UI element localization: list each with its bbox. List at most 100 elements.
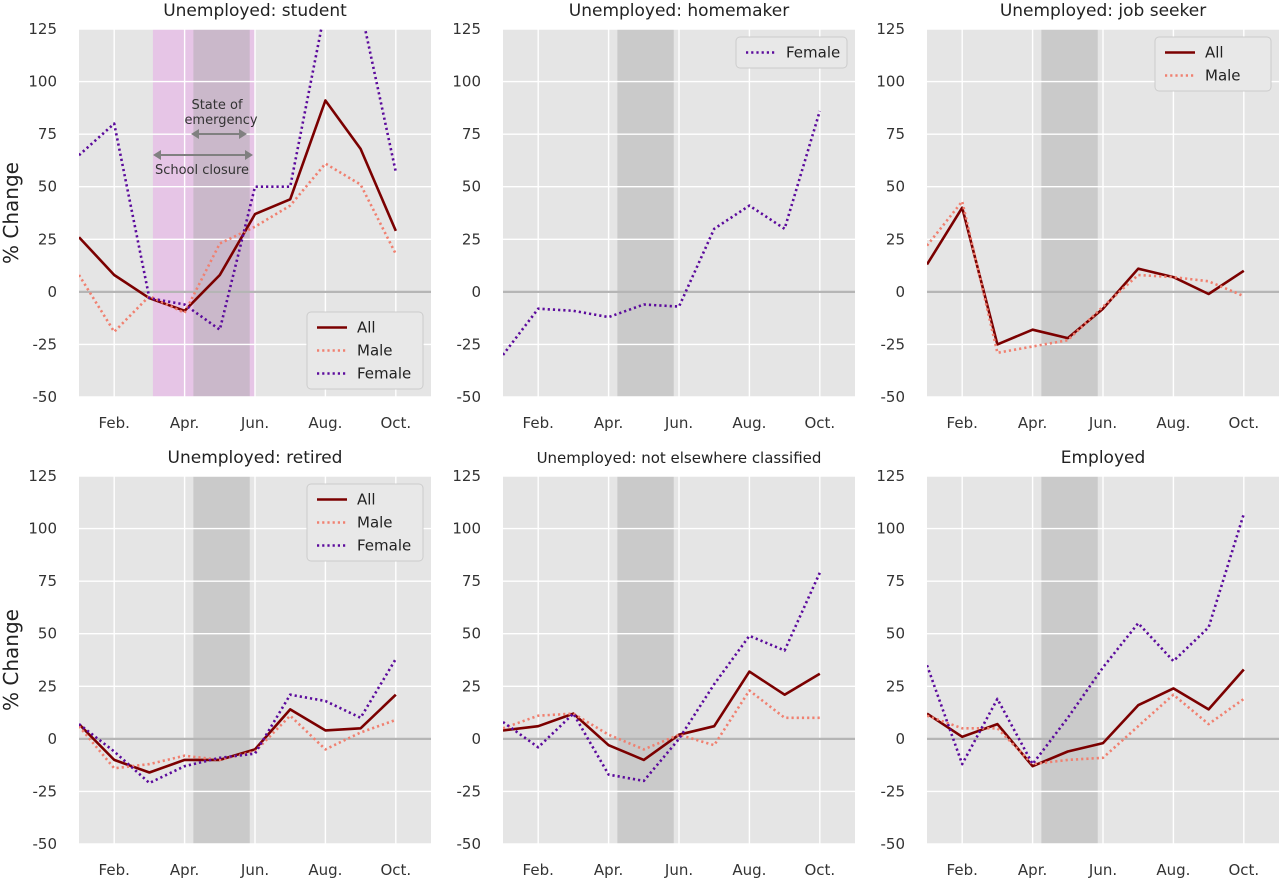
panel-title: Unemployed: not elsewhere classified — [537, 449, 822, 467]
x-tick-label: Jun. — [664, 414, 693, 432]
annotation-school-closure: School closure — [155, 163, 249, 178]
y-tick-label: 50 — [886, 625, 905, 643]
state-of-emergency-shade — [617, 29, 674, 397]
x-tick-label: Jun. — [240, 414, 269, 432]
y-tick-label: -50 — [881, 835, 906, 853]
legend-label-male: Male — [357, 342, 393, 360]
legend: Female — [735, 36, 848, 69]
x-tick-label: Feb. — [99, 861, 130, 879]
x-tick-label: Aug. — [308, 414, 342, 432]
y-tick-label: 0 — [47, 283, 57, 301]
y-tick-label: 0 — [471, 730, 481, 748]
legend: All Male Female — [306, 483, 424, 562]
series-layer — [927, 200, 1245, 355]
y-tick-label: -25 — [33, 335, 58, 353]
x-tick-label: Feb. — [947, 414, 978, 432]
chart-panel-5: 125 100 75 50 25 0 -25 -50 Feb. Apr. Jun. Aug. Oct. U… — [452, 449, 855, 879]
series-layer — [503, 572, 821, 783]
panel-title: Unemployed: job seeker — [1000, 1, 1206, 21]
y-tick-label: 125 — [28, 20, 57, 38]
chart-panel-2: 125 100 75 50 25 0 -25 -50 Feb. Apr. Jun. Aug. Oct. U… — [452, 1, 855, 432]
legend-label-male: Male — [357, 514, 393, 532]
y-tick-label: 25 — [462, 677, 481, 695]
series-line-female — [927, 513, 1246, 766]
x-tick-label: Oct. — [1228, 861, 1259, 879]
y-tick-label: 0 — [471, 283, 481, 301]
panel-title: Unemployed: retired — [168, 448, 343, 468]
annotation-emergency-line1: State of — [191, 98, 242, 113]
y-tick-label: -25 — [881, 782, 906, 800]
series-line-all — [79, 693, 397, 774]
y-tick-label: 25 — [462, 230, 481, 248]
panel-title: Unemployed: student — [163, 1, 347, 21]
legend-box — [306, 311, 424, 390]
y-tick-label: 75 — [38, 125, 57, 143]
x-tick-label: Oct. — [1228, 414, 1259, 432]
chart-panel-6: 125 100 75 50 25 0 -25 -50 Feb. Apr. Jun. Aug. Oct. E… — [876, 448, 1279, 879]
series-layer — [79, 29, 398, 334]
x-tick-label: Aug. — [1156, 414, 1190, 432]
y-tick-label: -50 — [881, 388, 906, 406]
series-layer — [79, 658, 397, 785]
x-tick-label: Jun. — [240, 861, 269, 879]
y-tick-label: -25 — [33, 782, 58, 800]
x-tick-label: Oct. — [380, 861, 411, 879]
y-tick-label: -25 — [457, 335, 482, 353]
chart-panel-3: 125 100 75 50 25 0 -25 -50 Feb. Apr. Jun. Aug. Oct. U… — [876, 1, 1279, 432]
legend-label-all: All — [357, 319, 376, 337]
panel-title: Unemployed: homemaker — [569, 1, 789, 21]
y-axis-label-bottom: % Change — [0, 609, 23, 711]
legend-label-male: Male — [1205, 67, 1241, 85]
x-tick-label: Feb. — [523, 414, 554, 432]
y-tick-label: 125 — [452, 467, 481, 485]
state-of-emergency-shade — [617, 476, 674, 844]
y-tick-label: -25 — [457, 782, 482, 800]
y-tick-label: 50 — [38, 178, 57, 196]
series-layer — [503, 110, 822, 356]
y-tick-label: 100 — [28, 73, 57, 91]
series-line-female — [503, 572, 821, 783]
x-tick-label: Apr. — [1018, 861, 1047, 879]
series-line-all — [503, 670, 821, 762]
x-tick-label: Aug. — [732, 414, 766, 432]
x-tick-label: Oct. — [380, 414, 411, 432]
legend-label-female: Female — [786, 44, 840, 62]
legend-box — [306, 483, 424, 562]
y-tick-label: 50 — [886, 178, 905, 196]
x-tick-label: Aug. — [1156, 861, 1190, 879]
series-line-female — [79, 658, 397, 785]
x-tick-label: Jun. — [664, 861, 693, 879]
y-tick-label: 50 — [462, 178, 481, 196]
y-tick-label: 25 — [38, 677, 57, 695]
emergency-arrow-left-head — [191, 129, 199, 139]
y-tick-label: 100 — [28, 520, 57, 538]
series-layer — [927, 513, 1246, 768]
x-tick-label: Feb. — [523, 861, 554, 879]
school-arrow-left-head — [153, 150, 161, 160]
x-tick-label: Feb. — [99, 414, 130, 432]
x-tick-label: Aug. — [732, 861, 766, 879]
x-tick-label: Apr. — [170, 414, 199, 432]
y-tick-label: 125 — [876, 467, 905, 485]
annotation-emergency-line2: emergency — [184, 113, 257, 128]
x-tick-label: Apr. — [170, 861, 199, 879]
state-of-emergency-shade — [193, 476, 250, 844]
y-tick-label: 0 — [895, 283, 905, 301]
panel-title: Employed — [1061, 448, 1146, 468]
y-tick-label: 100 — [876, 73, 905, 91]
y-tick-label: -25 — [881, 335, 906, 353]
y-axis-label-top: % Change — [0, 162, 23, 264]
y-tick-label: 75 — [886, 125, 905, 143]
legend-box — [1154, 36, 1272, 92]
y-tick-label: 75 — [462, 572, 481, 590]
y-tick-label: -50 — [457, 835, 482, 853]
legend-box — [735, 36, 848, 69]
y-tick-label: -50 — [33, 835, 58, 853]
series-line-male — [503, 689, 820, 751]
x-tick-label: Feb. — [947, 861, 978, 879]
chart-panel-4: 125 100 75 50 25 0 -25 -50 Feb. Apr. Jun. Aug. Oct. U… — [28, 448, 431, 879]
y-tick-label: -50 — [457, 388, 482, 406]
series-line-all — [79, 99, 397, 313]
